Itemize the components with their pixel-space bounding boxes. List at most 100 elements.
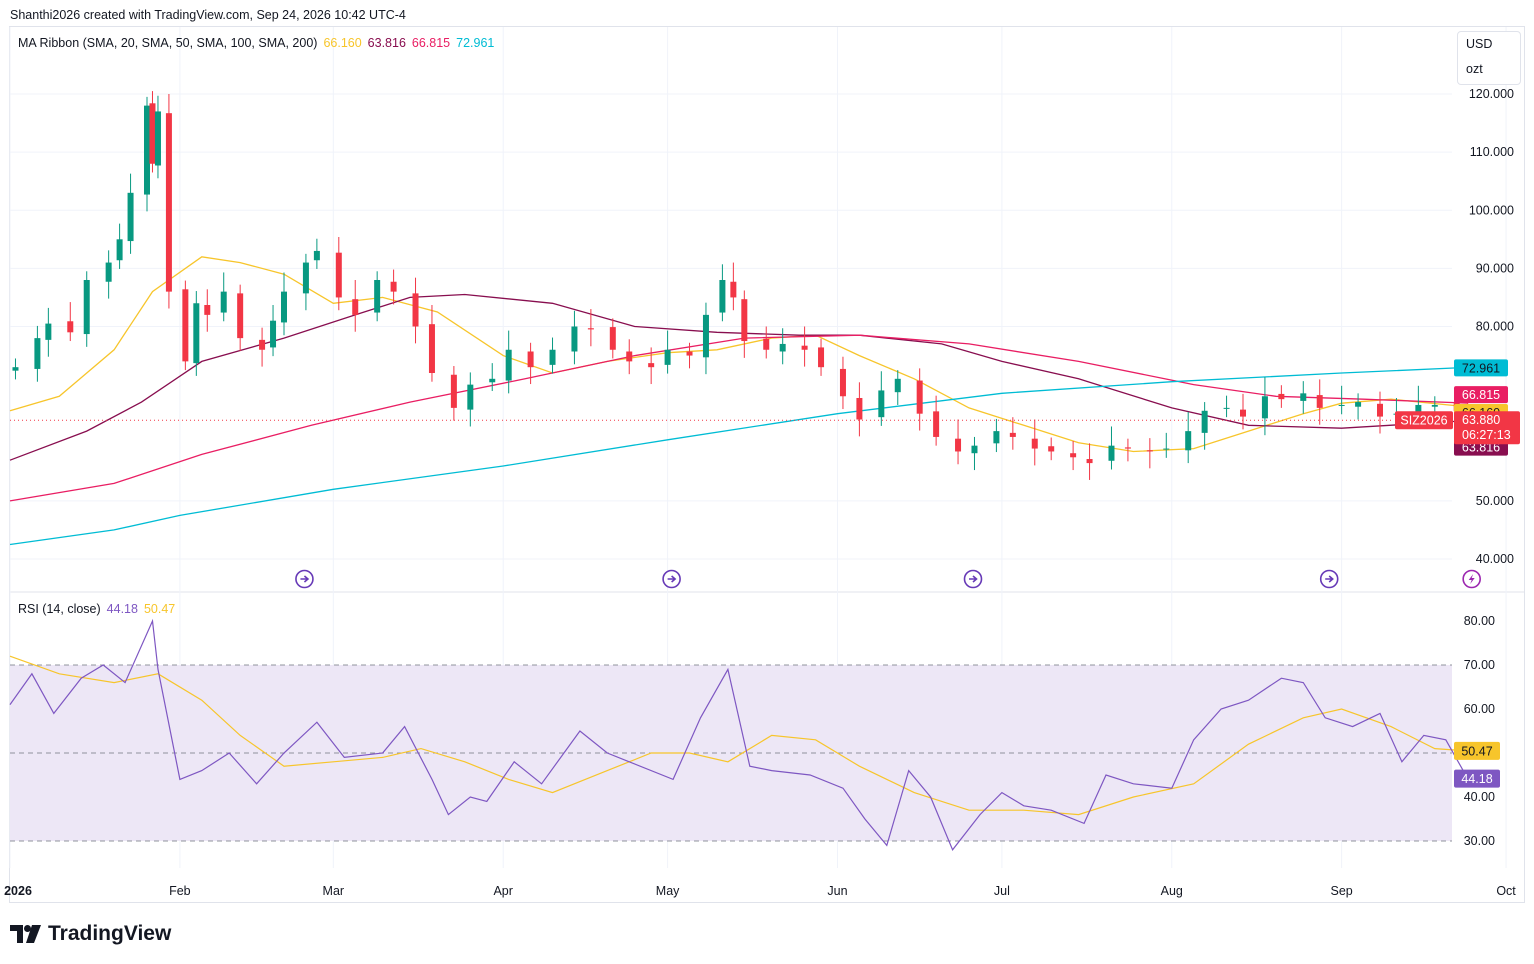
candle-body [313,250,320,261]
tradingview-logo[interactable]: TradingView [10,922,171,946]
split-event-icon[interactable] [295,569,314,589]
candle-body [1009,432,1016,437]
rsi-line [9,618,1469,851]
rsi-tick-label: 80.00 [1464,614,1495,628]
candle-body [259,339,266,350]
rsi-tick-label: 70.00 [1464,658,1495,672]
candle-body [1338,404,1345,406]
arrow-glyph [300,575,310,583]
candle-body [1124,447,1131,449]
x-tick-label: 2026 [4,884,32,898]
ma-line-sma-100 [9,334,1468,502]
candle-body [1201,410,1208,433]
symbol-badge-text: SIZ2026 [1400,414,1447,428]
x-tick-label: Jul [994,884,1010,898]
split-event-icon[interactable] [662,569,681,589]
unit-label[interactable]: ozt [1466,62,1483,76]
candle-body [878,390,885,418]
sma200-badge-bg [1454,359,1508,377]
candle-body [1146,450,1153,452]
symbol-badge-bg [1395,411,1453,430]
rsi-label: RSI (14, close) [18,602,101,616]
candle-body [12,367,19,371]
candle-body [67,321,74,333]
candle-body [955,438,962,452]
price-tick-label: 110.000 [1470,145,1514,159]
candle-body [1223,407,1230,409]
last-price-text: 63.880 [1462,413,1500,427]
candle-body [933,411,940,437]
candle-body [127,192,134,242]
price-tick-label: 40.000 [1476,552,1514,566]
candle-body [702,314,709,358]
candle-body [971,445,978,454]
countdown-text: 06:27:13 [1462,428,1511,442]
split-event-icon[interactable] [963,569,983,589]
candle-body [154,111,161,166]
rsi-badge-bg [1454,769,1500,788]
x-tick-label: Oct [1496,884,1516,898]
price-tick-label: 80.000 [1476,320,1514,334]
split-event-icon[interactable] [1319,569,1339,589]
chart-attribution: Shanthi2026 created with TradingView.com… [10,8,406,22]
candle-body [527,351,534,368]
x-tick-label: Mar [323,884,345,898]
price-tick-label: 120.000 [1469,87,1514,101]
candle-body [648,363,655,368]
candle-body [270,320,277,348]
bolt-glyph [1468,574,1475,584]
candle-body [412,293,419,327]
candle-body [609,327,616,350]
ma-line-sma-200 [9,366,1468,546]
candle-body [1316,395,1323,408]
candle-body [779,343,786,352]
x-tick-label: Sep [1331,884,1353,898]
rsi-ma-line [9,655,1468,816]
candle-body [149,103,156,164]
candle-body [894,378,901,393]
x-tick-label: Jun [827,884,847,898]
candle-body [144,105,150,195]
candle-body [105,262,112,282]
candle-body [719,280,726,313]
candle-body [916,380,923,414]
candle-body [505,349,512,381]
rsi-tick-label: 30.00 [1464,834,1495,848]
candle-body [165,113,172,292]
candle-body [281,291,287,323]
ma-ribbon-legend[interactable]: MA Ribbon (SMA, 20, SMA, 50, SMA, 100, S… [18,36,500,50]
currency-unit-selector[interactable]: USD ozt [1457,31,1521,85]
last-price-badge-bg [1454,411,1520,445]
candle-body [587,328,594,330]
sma200-badge-text: 72.961 [1462,361,1500,375]
dividend-event-icon[interactable] [1462,569,1481,589]
currency-label[interactable]: USD [1466,37,1493,51]
price-tick-label: 90.000 [1476,261,1514,275]
candle-body [390,281,397,292]
event-markers[interactable] [295,569,1481,589]
candle-body [571,326,578,352]
x-tick-label: Feb [169,884,191,898]
candle-body [45,323,52,340]
candlesticks[interactable] [12,91,1471,480]
candle-body [34,338,41,369]
rsi-ma-value: 50.47 [143,602,176,616]
rsi-legend[interactable]: RSI (14, close) 44.18 50.47 [18,602,181,616]
candle-body [83,280,90,335]
candle-body [741,299,748,342]
candle-body [664,349,671,365]
candle-body [1431,404,1438,407]
ma-line-sma-50 [9,293,1468,461]
x-tick-label: May [656,884,680,898]
arrow-glyph [969,575,978,583]
candle-body [467,384,474,410]
candle-body [1300,393,1307,401]
candle-body [993,431,1000,444]
price-tick-label: 50.000 [1476,494,1514,508]
sma100-badge-bg [1454,386,1508,404]
candle-body [856,397,863,420]
candle-body [116,239,123,261]
candle-body [686,351,693,356]
axis-labels: 2026 Feb Mar Apr May Jun Jul Aug Sep Oct 120.000 11… [4,87,1516,898]
